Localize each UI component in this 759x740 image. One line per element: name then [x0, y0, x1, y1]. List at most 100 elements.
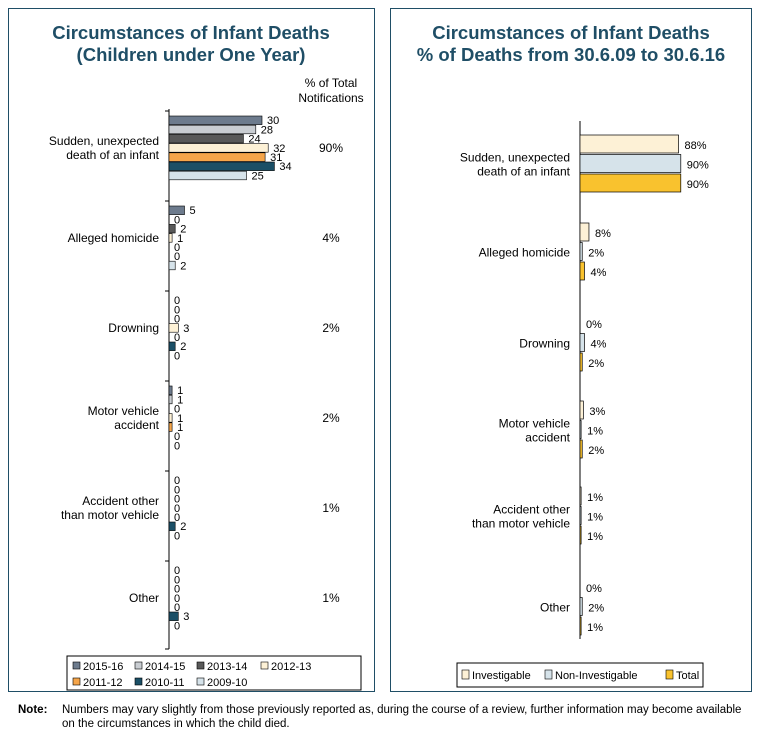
bar [168, 170, 247, 181]
data-label: 0% [586, 319, 602, 331]
column-header: % of Total [305, 76, 357, 90]
data-label: 0 [174, 404, 180, 416]
category-label: Motor vehicle [499, 416, 571, 430]
note-label: Note: [18, 704, 48, 716]
category-label: Motor vehicle [88, 404, 160, 418]
data-label: 0 [174, 242, 180, 254]
data-label: 0 [174, 431, 180, 443]
legend-swatch [461, 669, 470, 680]
bar [579, 506, 582, 525]
category-label: Alleged homicide [68, 231, 160, 245]
percent-of-total: 2% [322, 321, 340, 335]
bar [168, 413, 173, 423]
legend-label: Total [676, 670, 699, 682]
category-label: accident [525, 430, 570, 444]
data-label: 88% [685, 140, 707, 152]
data-label: 2 [180, 260, 186, 272]
right-chart: Circumstances of Infant Deaths% of Death… [417, 22, 725, 688]
data-label: 1 [177, 422, 183, 434]
data-label: 0 [174, 574, 180, 586]
legend-label: Investigable [472, 670, 531, 682]
bar [168, 341, 176, 351]
column-header: Notifications [298, 91, 363, 105]
data-label: 1% [587, 425, 603, 437]
data-label: 1 [177, 394, 183, 406]
data-label: 0 [174, 251, 180, 263]
bar [168, 134, 244, 144]
legend-label: 2014-15 [145, 661, 185, 673]
data-label: 0% [586, 583, 602, 595]
data-label: 2 [180, 224, 186, 236]
data-label: 30 [267, 115, 279, 127]
data-label: 0 [174, 503, 180, 515]
category-label: Other [540, 600, 570, 614]
bar [579, 242, 583, 261]
chart-title: % of Deaths from 30.6.09 to 30.6.16 [417, 44, 725, 65]
data-label: 2% [588, 602, 604, 614]
data-label: 32 [273, 143, 285, 155]
data-label: 31 [270, 152, 282, 164]
data-label: 4% [590, 267, 606, 279]
legend-label: 2011-12 [83, 677, 123, 689]
bar [579, 420, 582, 439]
data-label: 2% [588, 445, 604, 457]
legend-label: Non-Investigable [555, 670, 638, 682]
legend-label: 2010-11 [145, 677, 185, 689]
category-label: accident [114, 418, 159, 432]
percent-of-total: 4% [322, 231, 340, 245]
data-label: 90% [687, 159, 709, 171]
data-label: 3 [183, 611, 189, 623]
data-label: 2 [180, 341, 186, 353]
legend-swatch [196, 677, 205, 686]
data-label: 1% [587, 492, 603, 504]
bar [579, 352, 583, 372]
bar [579, 525, 582, 545]
bar [579, 597, 583, 616]
chart-title: Circumstances of Infant Deaths [52, 22, 330, 43]
data-label: 90% [687, 179, 709, 191]
bar [579, 173, 682, 193]
legend-swatch [72, 677, 81, 686]
category-label: Accident other [82, 494, 159, 508]
bar [168, 521, 176, 531]
legend-swatch [72, 661, 81, 670]
legend-label: 2009-10 [207, 677, 247, 689]
category-label: death of an infant [477, 164, 570, 178]
legend-swatch [134, 677, 143, 686]
bar [168, 394, 173, 405]
category-label: Drowning [108, 321, 159, 335]
left-chart: Circumstances of Infant Deaths(Children … [49, 22, 364, 691]
data-label: 2% [588, 247, 604, 259]
data-label: 3% [589, 406, 605, 418]
data-label: 1 [177, 413, 183, 425]
bar [168, 224, 176, 234]
data-label: 0 [174, 332, 180, 344]
note-text: Numbers may vary slightly from those pre… [62, 704, 742, 730]
category-label: Sudden, unexpected [460, 150, 570, 164]
category-label: than motor vehicle [472, 516, 570, 530]
data-label: 24 [248, 134, 260, 146]
percent-of-total: 90% [319, 141, 343, 155]
percent-of-total: 1% [322, 591, 340, 605]
bar [579, 333, 585, 352]
data-label: 0 [174, 530, 180, 542]
bar [579, 222, 590, 242]
data-label: 34 [279, 161, 291, 173]
bar [579, 400, 584, 420]
left-chart-panel: Circumstances of Infant Deaths (Children … [8, 8, 375, 692]
data-label: 4% [590, 338, 606, 350]
data-label: 1 [177, 233, 183, 245]
bar [168, 115, 263, 125]
category-label: Sudden, unexpected [49, 134, 159, 148]
data-label: 1% [587, 622, 603, 634]
data-label: 0 [174, 475, 180, 487]
category-label: than motor vehicle [61, 508, 159, 522]
data-label: 2 [180, 521, 186, 533]
data-label: 5 [190, 205, 196, 217]
data-label: 0 [174, 602, 180, 614]
bar [168, 611, 179, 621]
bar [168, 385, 173, 395]
bar [168, 233, 173, 243]
bar [579, 134, 679, 154]
bar [168, 260, 176, 271]
